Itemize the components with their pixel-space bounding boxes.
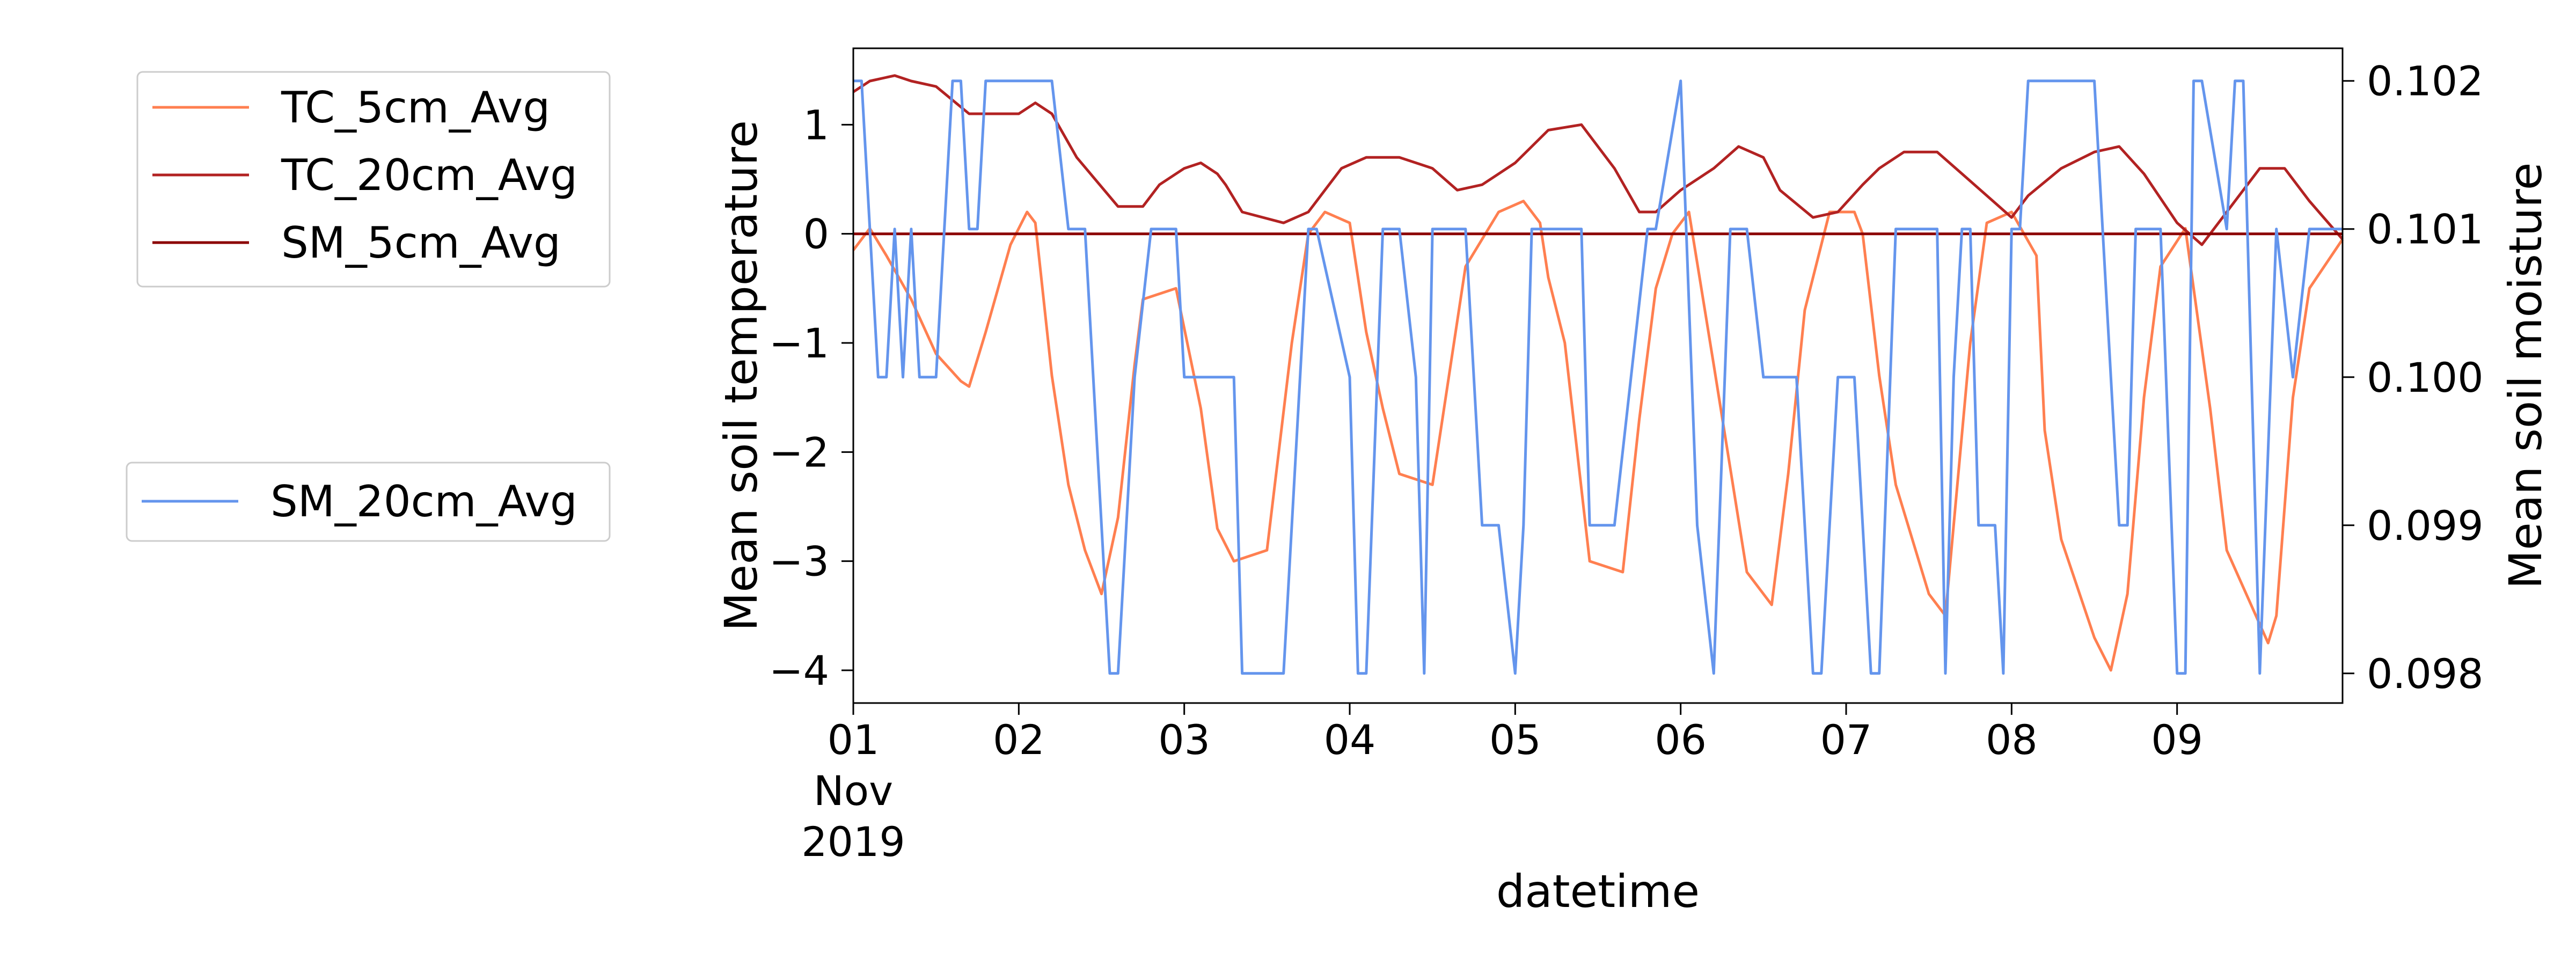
x-tick-sublabel-year: 2019 [801, 818, 905, 866]
x-tick-label: 08 [1986, 716, 2038, 764]
y-right-tick-label: 0.102 [2367, 57, 2484, 105]
plot-frame [852, 47, 2344, 704]
legend-label-tc5: TC_5cm_Avg [281, 83, 550, 133]
x-tick-label: 07 [1820, 716, 1872, 764]
legend-label-sm20: SM_20cm_Avg [270, 477, 577, 526]
legend-left-axis-frame [136, 71, 611, 288]
legend-label-tc20: TC_20cm_Avg [281, 150, 577, 200]
y-left-tick-label: −4 [769, 647, 829, 694]
x-tick-sublabel-month: Nov [814, 767, 893, 815]
y-axis-right-ticks: 0.102 0.101 0.100 0.099 0.098 [2343, 57, 2484, 698]
y-left-tick-label: −2 [769, 428, 829, 476]
series-layer [852, 74, 2344, 675]
y-axis-left-label: Mean soil temperature [715, 120, 767, 631]
x-axis-label: datetime [1496, 865, 1700, 918]
x-tick-label: 02 [993, 716, 1045, 764]
y-left-tick-label: 0 [803, 210, 829, 258]
x-tick-label: 01 [828, 716, 880, 764]
y-right-tick-label: 0.098 [2367, 650, 2484, 698]
y-left-tick-label: −3 [769, 538, 829, 586]
y-axis-right-label: Mean soil moisture [2499, 163, 2552, 589]
legend-label-sm5: SM_5cm_Avg [281, 218, 561, 268]
y-left-tick-label: 1 [803, 101, 829, 149]
x-tick-label: 04 [1324, 716, 1376, 764]
series-line-sm-20cm-avg [853, 79, 2343, 675]
y-left-tick-label: −1 [769, 319, 829, 367]
series-line-tc-5cm-avg [852, 200, 2344, 672]
x-tick-label: 03 [1158, 716, 1210, 764]
legend-left-axis: TC_5cm_Avg TC_20cm_Avg SM_5cm_Avg [136, 71, 611, 288]
legend-right-axis: SM_20cm_Avg [126, 462, 611, 542]
x-tick-label: 09 [2151, 716, 2203, 764]
y-right-tick-label: 0.100 [2367, 354, 2484, 401]
legend-right-axis-frame [126, 462, 611, 542]
y-right-tick-label: 0.101 [2367, 206, 2484, 253]
x-tick-label: 06 [1655, 716, 1707, 764]
x-tick-label: 05 [1489, 716, 1541, 764]
series-line-tc-20cm-avg [852, 74, 2344, 246]
y-right-tick-label: 0.099 [2367, 502, 2484, 550]
y-axis-left-ticks: 1 0 −1 −2 −3 −4 [769, 101, 853, 694]
